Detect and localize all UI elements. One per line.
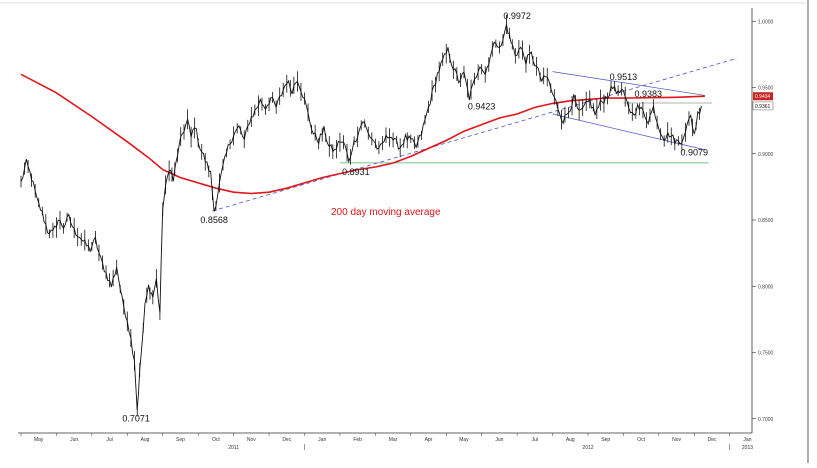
- price-annotation: 0.9383: [634, 89, 662, 99]
- labels-layer: 0.7071 0.8568 0.8931 0.9423 0.9972 0.9513 0.93…: [122, 11, 774, 423]
- x-tick-label: Jun: [70, 437, 78, 443]
- y-tick-label: 0.8000: [758, 284, 774, 290]
- x-tick-label: Nov: [247, 437, 256, 443]
- ma-price-box: [753, 92, 773, 101]
- x-tick-label: Mar: [389, 437, 398, 443]
- y-tick-label: 0.9000: [758, 152, 774, 158]
- x-tick-label: Sep: [601, 437, 610, 443]
- price-annotation: 0.8931: [342, 167, 370, 177]
- moving-average-layer: [20, 73, 705, 195]
- grid-layer: 0.7000 0.7500 0.8000 0.8500 0.9000 0.9500 1.00…: [20, 19, 774, 451]
- price-annotation: 0.9079: [681, 147, 709, 157]
- x-tick-label: May: [34, 437, 44, 443]
- x-tick-label: Jun: [495, 437, 503, 443]
- year-label: 2013: [742, 445, 753, 451]
- current-price-box: [752, 101, 774, 111]
- x-tick-label: Aug: [566, 437, 575, 443]
- y-tick-label: 1.0000: [758, 19, 774, 25]
- price-series-layer: [20, 14, 702, 417]
- x-tick-label: Dec: [282, 437, 291, 443]
- moving-average-line: [20, 73, 705, 195]
- trendlines-layer: [212, 57, 737, 212]
- x-tick-label: Nov: [672, 437, 681, 443]
- x-tick-label: Jul: [532, 437, 538, 443]
- price-annotation: 0.8568: [200, 215, 228, 225]
- x-tick-label: Oct: [212, 437, 220, 443]
- x-tick-label: Jan: [743, 437, 751, 443]
- x-tick-label: Dec: [708, 437, 717, 443]
- ma-price-label: 0.9434: [755, 94, 771, 100]
- price-annotation: 0.7071: [122, 413, 150, 423]
- x-tick-label: May: [459, 437, 469, 443]
- uptrend-dashed-line: [212, 57, 737, 212]
- x-tick-label: Sep: [176, 437, 185, 443]
- year-label: 2011: [228, 445, 239, 451]
- price-annotation: 0.9423: [468, 102, 496, 112]
- price-annotation: 0.9972: [503, 11, 531, 21]
- year-label: 2012: [582, 445, 593, 451]
- x-tick-label: Jan: [318, 437, 326, 443]
- x-tick-label: Apr: [425, 437, 433, 443]
- x-tick-label: Aug: [141, 437, 150, 443]
- channel-upper-line: [552, 71, 705, 96]
- y-tick-label: 0.9500: [758, 86, 774, 92]
- x-tick-label: Feb: [353, 437, 362, 443]
- y-tick-label: 0.7500: [758, 351, 774, 357]
- y-tick-label: 0.8500: [758, 218, 774, 224]
- y-tick-label: 0.7000: [758, 417, 774, 423]
- x-tick-label: Jul: [106, 437, 112, 443]
- x-tick-label: Oct: [637, 437, 645, 443]
- current-price-label: 0.9361: [755, 104, 771, 110]
- ma-annotation: 200 day moving average: [331, 207, 441, 218]
- price-annotation: 0.9513: [610, 72, 638, 82]
